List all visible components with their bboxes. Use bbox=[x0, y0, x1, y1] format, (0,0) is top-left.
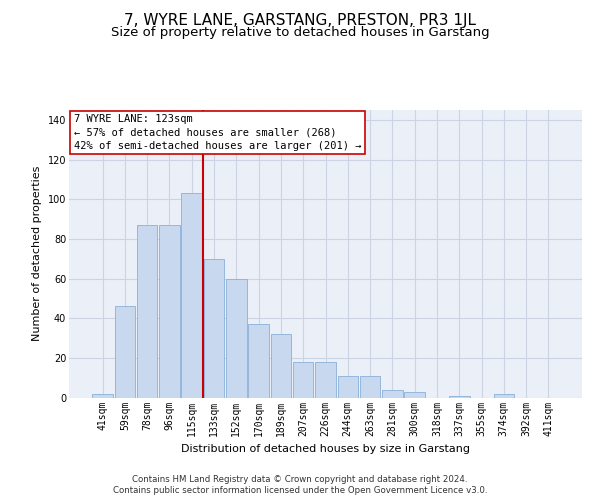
Bar bbox=[293, 362, 313, 398]
Bar bbox=[137, 225, 157, 398]
Bar bbox=[181, 194, 202, 398]
Y-axis label: Number of detached properties: Number of detached properties bbox=[32, 166, 42, 342]
Text: Contains public sector information licensed under the Open Government Licence v3: Contains public sector information licen… bbox=[113, 486, 487, 495]
X-axis label: Distribution of detached houses by size in Garstang: Distribution of detached houses by size … bbox=[181, 444, 470, 454]
Bar bbox=[226, 278, 247, 398]
Bar bbox=[404, 392, 425, 398]
Bar bbox=[204, 258, 224, 398]
Bar bbox=[382, 390, 403, 398]
Text: Contains HM Land Registry data © Crown copyright and database right 2024.: Contains HM Land Registry data © Crown c… bbox=[132, 475, 468, 484]
Bar bbox=[338, 376, 358, 398]
Bar bbox=[315, 362, 336, 398]
Bar bbox=[248, 324, 269, 398]
Bar bbox=[159, 225, 180, 398]
Bar bbox=[271, 334, 291, 398]
Bar bbox=[494, 394, 514, 398]
Text: 7 WYRE LANE: 123sqm
← 57% of detached houses are smaller (268)
42% of semi-detac: 7 WYRE LANE: 123sqm ← 57% of detached ho… bbox=[74, 114, 362, 150]
Text: 7, WYRE LANE, GARSTANG, PRESTON, PR3 1JL: 7, WYRE LANE, GARSTANG, PRESTON, PR3 1JL bbox=[124, 12, 476, 28]
Bar bbox=[115, 306, 135, 398]
Bar bbox=[449, 396, 470, 398]
Text: Size of property relative to detached houses in Garstang: Size of property relative to detached ho… bbox=[110, 26, 490, 39]
Bar bbox=[92, 394, 113, 398]
Bar bbox=[360, 376, 380, 398]
